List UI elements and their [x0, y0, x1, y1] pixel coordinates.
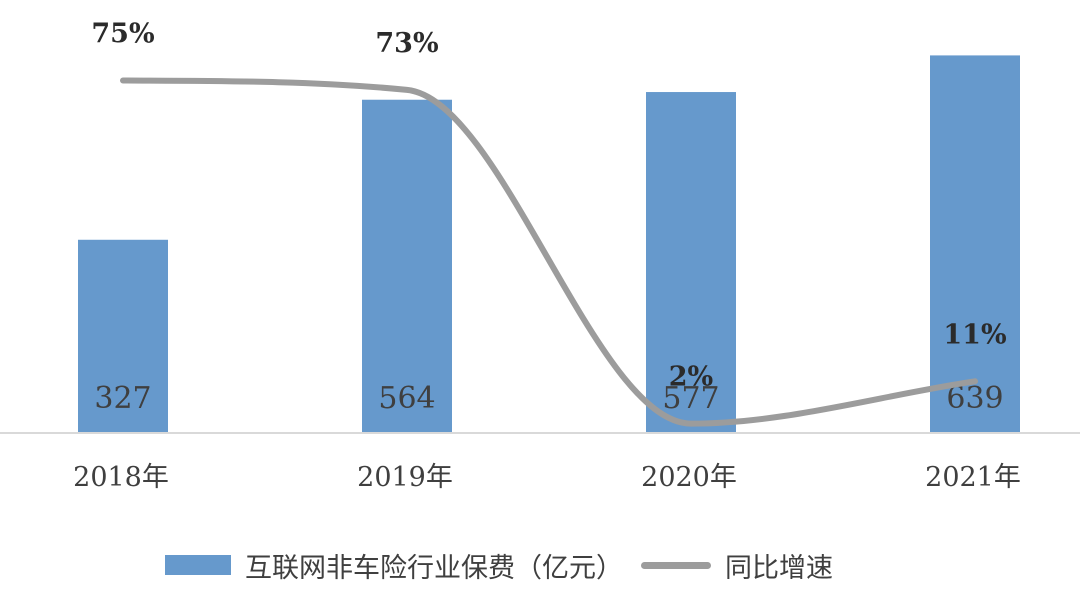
legend-swatch-premium	[165, 555, 231, 575]
bar-0	[78, 239, 168, 433]
growth-label-3: 11%	[943, 319, 1006, 350]
growth-label-1: 73%	[375, 28, 438, 59]
ticks-layer: 2018年 2019年 2020年 2021年	[73, 462, 1021, 493]
legend: 互联网非车险行业保费（亿元） 同比增速	[165, 545, 833, 585]
x-tick-label-1: 2019年	[357, 462, 453, 493]
legend-swatch-growth	[641, 561, 711, 569]
growth-line	[120, 77, 978, 427]
bar-3	[930, 55, 1020, 434]
line-layer	[120, 77, 978, 427]
legend-item-growth: 同比增速	[623, 546, 833, 585]
bar-value-label-2: 577	[662, 381, 719, 416]
legend-item-premium: 互联网非车险行业保费（亿元）	[165, 546, 623, 585]
x-tick-label-3: 2021年	[925, 462, 1021, 493]
bar-2	[646, 92, 736, 433]
x-tick-label-0: 2018年	[73, 462, 169, 493]
growth-label-0: 75%	[91, 19, 154, 50]
growth-label-2: 2%	[669, 362, 713, 393]
legend-label-growth: 同比增速	[725, 552, 833, 584]
bars-layer	[78, 55, 1020, 434]
bar-1	[362, 99, 452, 434]
bar-labels-layer: 327 564 577 639	[94, 381, 1003, 416]
bar-value-label-0: 327	[94, 381, 151, 416]
pct-labels-layer: 75% 73% 2% 11%	[91, 19, 1006, 393]
x-tick-label-2: 2020年	[641, 462, 737, 493]
legend-label-premium: 互联网非车险行业保费（亿元）	[245, 552, 623, 584]
bar-value-label-1: 564	[378, 381, 435, 416]
